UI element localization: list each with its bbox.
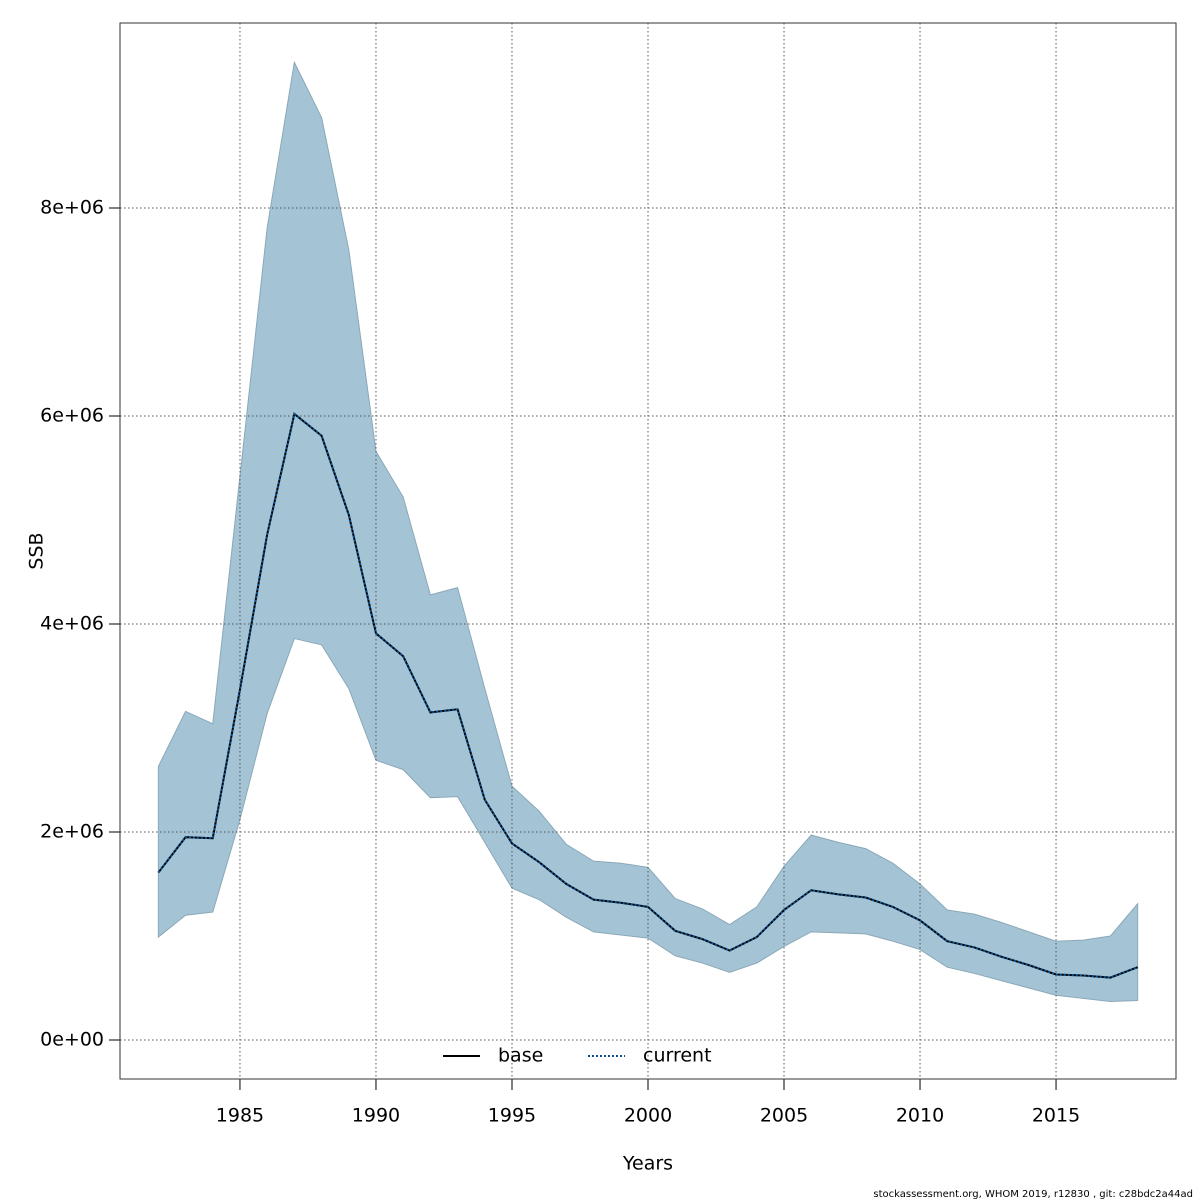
series-line — [157, 412, 1138, 979]
y-axis-label: SSB — [26, 532, 48, 569]
y-tick-label: 4e+06 — [40, 613, 104, 635]
y-tick-label: 6e+06 — [40, 405, 104, 427]
x-tick-label: 2015 — [1032, 1105, 1080, 1127]
x-axis-label: Years — [622, 1153, 673, 1175]
x-tick-label: 1985 — [216, 1105, 264, 1127]
footnote: stockassessment.org, WHOM 2019, r12830 ,… — [873, 1189, 1193, 1200]
x-tick-label: 2000 — [624, 1105, 672, 1127]
x-tick-label: 1990 — [352, 1105, 400, 1127]
plot-frame — [119, 22, 1177, 1080]
y-tick-label: 0e+00 — [40, 1029, 104, 1051]
x-tick-label: 2005 — [760, 1105, 808, 1127]
legend-label: current — [643, 1045, 712, 1067]
confidence-band — [157, 60, 1139, 1003]
y-tick-label: 8e+06 — [40, 197, 104, 219]
x-tick-label: 1995 — [488, 1105, 536, 1127]
y-tick-label: 2e+06 — [40, 821, 104, 843]
x-tick-label: 2010 — [896, 1105, 944, 1127]
legend-label: base — [498, 1045, 543, 1067]
